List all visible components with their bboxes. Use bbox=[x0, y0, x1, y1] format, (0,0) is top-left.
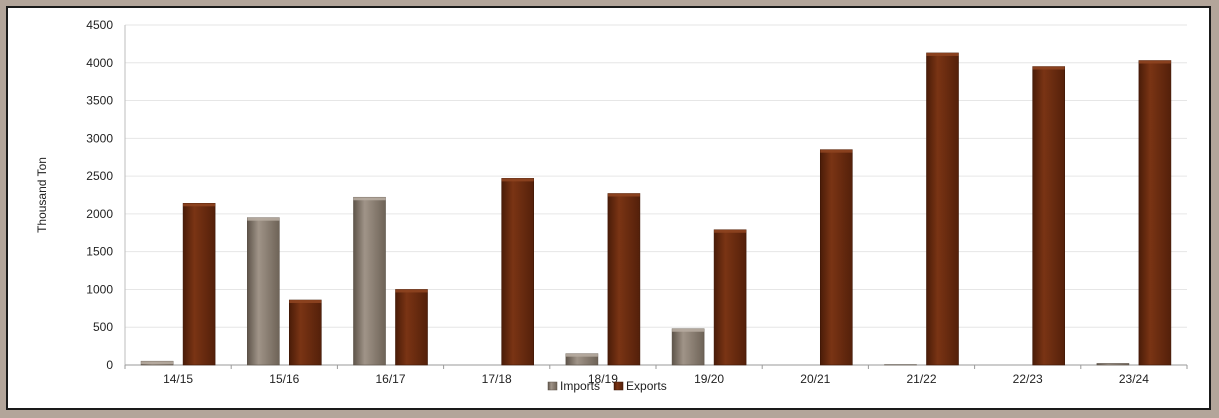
bar-top-bevel bbox=[714, 229, 747, 233]
bar-exports-19-20 bbox=[713, 229, 747, 366]
bar-top-bevel bbox=[395, 289, 428, 293]
x-tick-label: 16/17 bbox=[375, 372, 405, 386]
y-tick-label: 4000 bbox=[86, 56, 113, 70]
bar-exports-20-21 bbox=[819, 149, 853, 366]
y-tick-label: 3500 bbox=[86, 94, 113, 108]
bar-top-bevel bbox=[289, 300, 322, 304]
bar-top-bevel bbox=[1032, 66, 1065, 70]
bar-top-bevel bbox=[607, 193, 640, 197]
x-tick-label: 20/21 bbox=[800, 372, 830, 386]
bar-imports-23-24 bbox=[1096, 363, 1130, 366]
y-tick-label: 500 bbox=[93, 320, 113, 334]
y-tick-label: 2500 bbox=[86, 169, 113, 183]
bar-imports-15-16 bbox=[247, 217, 280, 366]
x-tick-label: 19/20 bbox=[694, 372, 724, 386]
legend-swatch-exports bbox=[613, 381, 624, 391]
x-tick-label: 23/24 bbox=[1119, 372, 1149, 386]
bar-imports-19-20 bbox=[671, 328, 705, 366]
x-tick-label: 22/23 bbox=[1013, 372, 1043, 386]
x-tick-label: 17/18 bbox=[482, 372, 512, 386]
y-tick-label: 1000 bbox=[86, 282, 113, 296]
legend-label-exports: Exports bbox=[626, 379, 667, 393]
bar-top-bevel bbox=[820, 149, 853, 153]
axes bbox=[124, 25, 1188, 369]
gridlines bbox=[125, 24, 1187, 328]
x-tick-label: 21/22 bbox=[906, 372, 936, 386]
bar-exports-21-22 bbox=[926, 52, 959, 366]
bar-top-bevel bbox=[1138, 60, 1171, 64]
legend: Imports Exports bbox=[547, 379, 667, 393]
bar-exports-22-23 bbox=[1032, 66, 1065, 366]
y-tick-label: 2000 bbox=[86, 207, 113, 221]
y-axis-title: Thousand Ton bbox=[35, 157, 49, 233]
bar-exports-18-19 bbox=[607, 193, 641, 366]
y-tick-label: 4500 bbox=[86, 18, 113, 32]
bars bbox=[140, 52, 1172, 366]
bar-chart: 0 500 1000 1500 2000 2500 3000 3500 4000 4500 14/1… bbox=[35, 18, 1188, 393]
chart-frame: 0 500 1000 1500 2000 2500 3000 3500 4000 4500 14/1… bbox=[6, 6, 1211, 410]
x-tick-label: 15/16 bbox=[269, 372, 299, 386]
x-tick-label: 14/15 bbox=[163, 372, 193, 386]
bar-exports-14-15 bbox=[182, 203, 216, 366]
bar-top-bevel bbox=[501, 178, 534, 182]
y-tick-label: 1500 bbox=[86, 245, 113, 259]
bar-top-bevel bbox=[141, 361, 174, 365]
legend-swatch-imports bbox=[547, 381, 558, 391]
y-tick-label: 0 bbox=[106, 358, 113, 372]
x-tick-label: 18/19 bbox=[588, 372, 618, 386]
bar-exports-16-17 bbox=[395, 289, 428, 366]
bar-top-bevel bbox=[353, 197, 386, 201]
bar-top-bevel bbox=[247, 217, 280, 221]
legend-label-imports: Imports bbox=[560, 379, 600, 393]
bar-exports-23-24 bbox=[1138, 60, 1172, 366]
bar-top-bevel bbox=[565, 353, 598, 357]
bar-exports-17-18 bbox=[501, 178, 535, 366]
bar-top-bevel bbox=[183, 203, 216, 207]
bar-top-bevel bbox=[672, 328, 705, 332]
bar-imports-16-17 bbox=[353, 196, 386, 366]
bar-top-bevel bbox=[926, 52, 959, 56]
tick-labels: 0 500 1000 1500 2000 2500 3000 3500 4000 4500 14/1… bbox=[86, 18, 1149, 386]
y-tick-label: 3000 bbox=[86, 131, 113, 145]
bar-exports-15-16 bbox=[288, 299, 322, 366]
